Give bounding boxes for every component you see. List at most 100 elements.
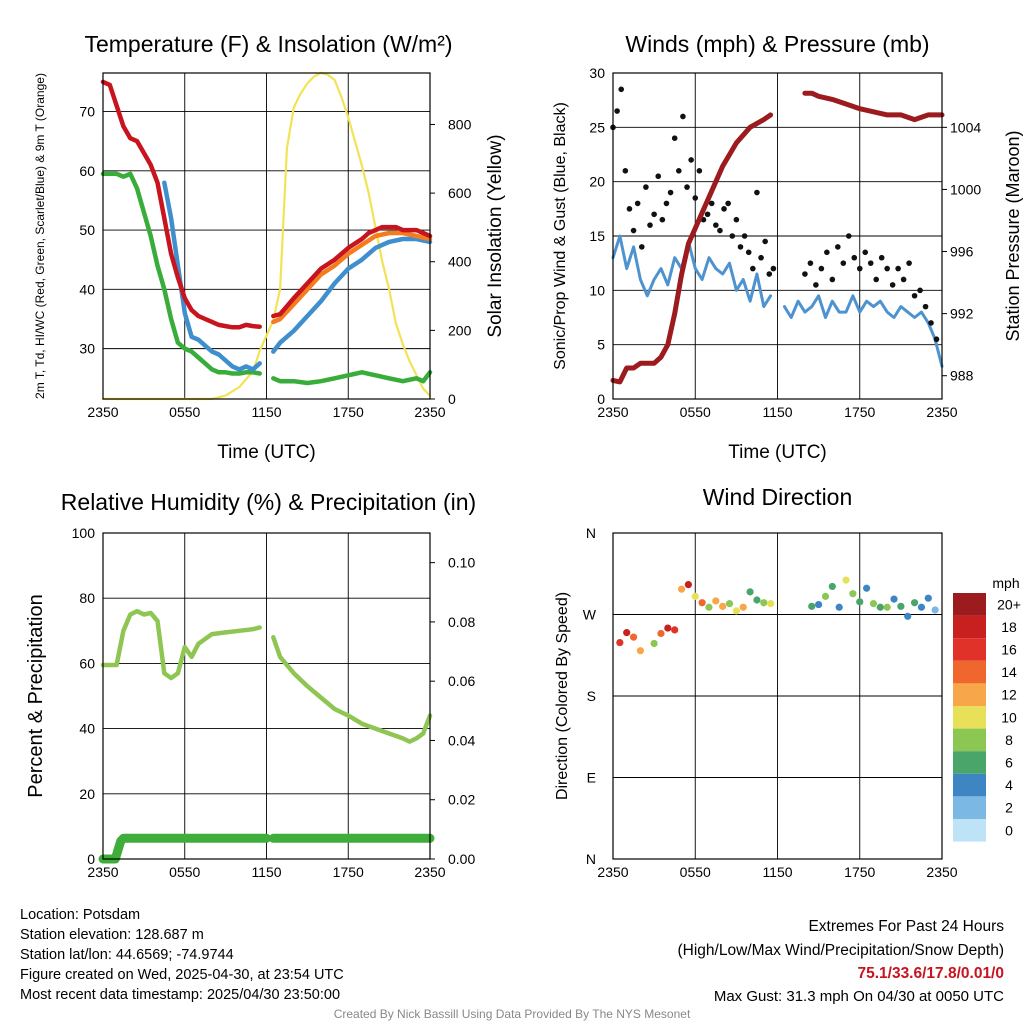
series-line-pressure bbox=[610, 112, 774, 385]
colorbar-label: 2 bbox=[1005, 800, 1013, 816]
y-tick-label: 10 bbox=[589, 282, 605, 298]
y-tick-label: E bbox=[587, 770, 596, 786]
gust-point bbox=[818, 265, 825, 272]
y2-tick-label: 1004 bbox=[950, 119, 981, 135]
x-tick-label: 1150 bbox=[762, 404, 792, 420]
gust-point bbox=[713, 222, 719, 228]
gust-point bbox=[745, 249, 752, 256]
max-gust-text: Max Gust: 31.3 mph On 04/30 at 0050 UTC bbox=[713, 988, 1004, 1005]
y-tick-label: 60 bbox=[79, 163, 95, 179]
direction-point bbox=[869, 600, 878, 608]
direction-point bbox=[636, 647, 645, 655]
gust-point bbox=[663, 200, 670, 207]
y-tick-label: N bbox=[586, 851, 596, 867]
series-line-9m-t bbox=[271, 230, 433, 325]
series-line-wind bbox=[782, 294, 944, 368]
y-tick-label: 15 bbox=[589, 228, 605, 244]
x-tick-label: 2350 bbox=[926, 404, 957, 420]
panel-3-grid bbox=[612, 533, 943, 859]
gust-point bbox=[717, 227, 723, 234]
y2-tick-label: 992 bbox=[950, 306, 974, 322]
colorbar-swatch bbox=[953, 796, 986, 819]
colorbar-swatch bbox=[953, 615, 986, 639]
gust-point bbox=[647, 222, 653, 228]
direction-point bbox=[856, 598, 864, 606]
direction-point bbox=[876, 603, 884, 611]
colorbar-label: 16 bbox=[1001, 642, 1017, 658]
gust-point bbox=[618, 86, 625, 93]
y-tick-label: 20 bbox=[589, 174, 605, 190]
y-tick-label: 0 bbox=[597, 391, 605, 407]
series-line-rh bbox=[100, 608, 262, 681]
direction-point bbox=[650, 639, 658, 648]
gust-point bbox=[895, 265, 901, 272]
direction-point bbox=[883, 603, 891, 611]
y-tick-label: 40 bbox=[79, 281, 95, 297]
colorbar-label: 4 bbox=[1005, 777, 1013, 793]
y2-tick-label: 1000 bbox=[950, 181, 981, 197]
gust-point bbox=[692, 195, 699, 201]
x-tick-label: 1150 bbox=[762, 864, 792, 880]
y-tick-label: 50 bbox=[79, 222, 95, 238]
y2-tick-label: 0.08 bbox=[448, 614, 475, 630]
x-tick-label: 1750 bbox=[333, 404, 364, 420]
gust-point bbox=[884, 265, 890, 272]
x-tick-label: 1150 bbox=[251, 404, 281, 420]
y-tick-label: 30 bbox=[79, 341, 95, 357]
colorbar-label: 10 bbox=[1001, 709, 1017, 725]
gust-point bbox=[766, 271, 773, 277]
gust-point bbox=[737, 244, 744, 250]
y-tick-label: 100 bbox=[72, 525, 96, 541]
y2-tick-label: 600 bbox=[448, 185, 472, 201]
gust-point bbox=[802, 271, 808, 277]
y2-tick-label: 800 bbox=[448, 116, 472, 132]
x-tick-label: 0550 bbox=[169, 864, 200, 880]
latlon-text: Station lat/lon: 44.6569; -74.9744 bbox=[20, 947, 234, 963]
direction-point bbox=[623, 629, 631, 637]
gust-point bbox=[708, 200, 715, 207]
y-tick-label: 20 bbox=[79, 786, 95, 802]
series-line-td bbox=[271, 370, 433, 386]
y-tick-label: 70 bbox=[79, 104, 95, 120]
y-axis-label: Sonic/Prop Wind & Gust (Blue, Black) bbox=[552, 102, 569, 370]
direction-point bbox=[760, 599, 768, 607]
gust-point bbox=[659, 216, 666, 223]
gust-point bbox=[824, 249, 830, 256]
direction-point bbox=[732, 607, 740, 615]
gust-point bbox=[622, 168, 629, 174]
created-text: Figure created on Wed, 2025-04-30, at 23… bbox=[20, 967, 344, 983]
gust-point bbox=[928, 320, 934, 326]
y-tick-label: 80 bbox=[79, 590, 95, 606]
gust-point bbox=[933, 336, 940, 343]
colorbar-label: 14 bbox=[1001, 664, 1017, 680]
colorbar-label: 20+ bbox=[997, 596, 1021, 612]
y-tick-label: S bbox=[587, 688, 596, 704]
extremes-title: Extremes For Past 24 Hours bbox=[808, 918, 1004, 935]
gust-point bbox=[704, 211, 711, 218]
y2-tick-label: 996 bbox=[950, 244, 974, 260]
y-tick-label: 5 bbox=[597, 337, 605, 353]
direction-point bbox=[863, 584, 871, 592]
gust-point bbox=[680, 113, 686, 120]
colorbar-label: 8 bbox=[1005, 732, 1013, 748]
gust-point bbox=[721, 206, 727, 212]
series-line-2m-t bbox=[271, 224, 433, 319]
y2-tick-label: 988 bbox=[950, 368, 974, 384]
gust-point bbox=[754, 189, 760, 196]
extremes-values: 75.1/33.6/17.8/0.01/0 bbox=[857, 965, 1004, 982]
direction-point bbox=[917, 603, 926, 611]
gust-point bbox=[667, 189, 674, 196]
gust-point bbox=[840, 260, 847, 266]
direction-point bbox=[821, 592, 830, 600]
gust-point bbox=[835, 244, 841, 250]
y-axis-label: Percent & Precipitation bbox=[25, 594, 47, 797]
gust-point bbox=[638, 244, 645, 250]
y2-tick-label: 200 bbox=[448, 322, 472, 338]
y-tick-label: W bbox=[583, 607, 597, 623]
gust-point bbox=[634, 200, 641, 207]
direction-point bbox=[719, 602, 727, 610]
x-tick-label: 2350 bbox=[87, 864, 118, 880]
colorbar-swatch bbox=[953, 593, 986, 616]
direction-point bbox=[698, 599, 706, 607]
